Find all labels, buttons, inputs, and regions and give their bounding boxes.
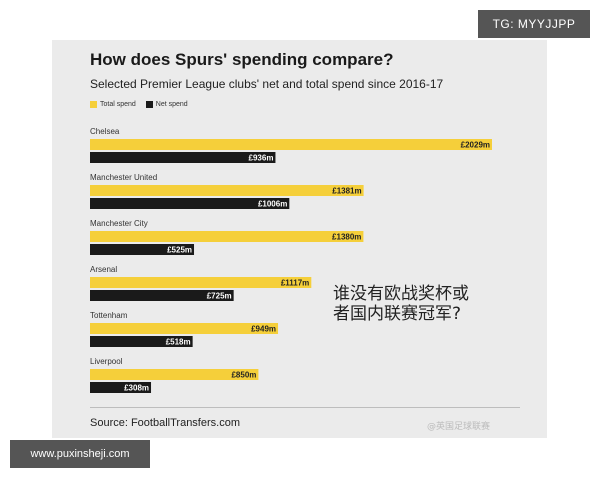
overlay-line-2: 者国内联赛冠军? <box>333 304 462 324</box>
category-label-arsenal: Arsenal <box>90 265 117 274</box>
chart-title: How does Spurs' spending compare? <box>90 50 394 69</box>
bar-chart: Chelsea £2029m £936m Manchester United £1381… <box>90 127 492 393</box>
url-watermark: www.puxinsheji.com <box>10 440 150 468</box>
net-bar-arsenal <box>90 290 234 301</box>
chart-card: How does Spurs' spending compare? Select… <box>52 40 547 438</box>
total-bar-arsenal <box>90 277 312 288</box>
total-bar-manchester-united <box>90 185 364 196</box>
category-label-chelsea: Chelsea <box>90 127 120 136</box>
net-bar-liverpool <box>90 382 152 393</box>
overlay-caption: 谁没有欧战奖杯或 者国内联赛冠军? <box>333 284 469 324</box>
net-label-tottenham: £518m <box>166 338 191 347</box>
category-label-manchester-city: Manchester City <box>90 219 148 228</box>
category-label-manchester-united: Manchester United <box>90 173 157 182</box>
net-bar-tottenham <box>90 336 193 347</box>
net-label-liverpool: £308m <box>124 384 149 393</box>
net-label-chelsea: £936m <box>249 154 274 163</box>
legend-swatch-net <box>145 101 153 108</box>
chart-legend: Total spend Net spend <box>90 101 196 110</box>
total-bar-tottenham <box>90 323 279 334</box>
net-bar-manchester-united <box>90 198 290 209</box>
weibo-watermark: @英国足球联赛 <box>427 422 491 432</box>
total-label-manchester-city: £1380m <box>332 233 361 242</box>
total-bar-manchester-city <box>90 231 364 242</box>
total-label-arsenal: £1117m <box>281 279 309 288</box>
chart-source: Source: FootballTransfers.com <box>90 417 240 429</box>
total-bar-chelsea <box>90 139 492 150</box>
legend-label-net: Net spend <box>155 101 188 108</box>
legend-swatch-total <box>90 101 97 108</box>
category-label-tottenham: Tottenham <box>90 311 128 320</box>
total-label-chelsea: £2029m <box>461 141 490 150</box>
legend-label-total: Total spend <box>100 101 136 108</box>
net-bar-chelsea <box>90 152 276 163</box>
divider <box>90 407 520 408</box>
total-label-tottenham: £949m <box>251 325 276 334</box>
total-label-manchester-united: £1381m <box>332 187 361 196</box>
net-bar-manchester-city <box>90 244 195 255</box>
legend-item-net: Net spend <box>145 101 188 108</box>
net-label-manchester-city: £525m <box>167 246 192 255</box>
overlay-line-1: 谁没有欧战奖杯或 <box>333 284 469 304</box>
category-label-liverpool: Liverpool <box>90 357 123 366</box>
net-label-manchester-united: £1006m <box>258 200 287 209</box>
total-bar-liverpool <box>90 369 259 380</box>
tg-watermark: TG: MYYJJPP <box>478 10 590 38</box>
legend-item-total: Total spend <box>90 101 136 108</box>
net-label-arsenal: £725m <box>207 292 232 301</box>
total-label-liverpool: £850m <box>231 371 256 380</box>
chart-subtitle: Selected Premier League clubs' net and t… <box>90 77 444 91</box>
